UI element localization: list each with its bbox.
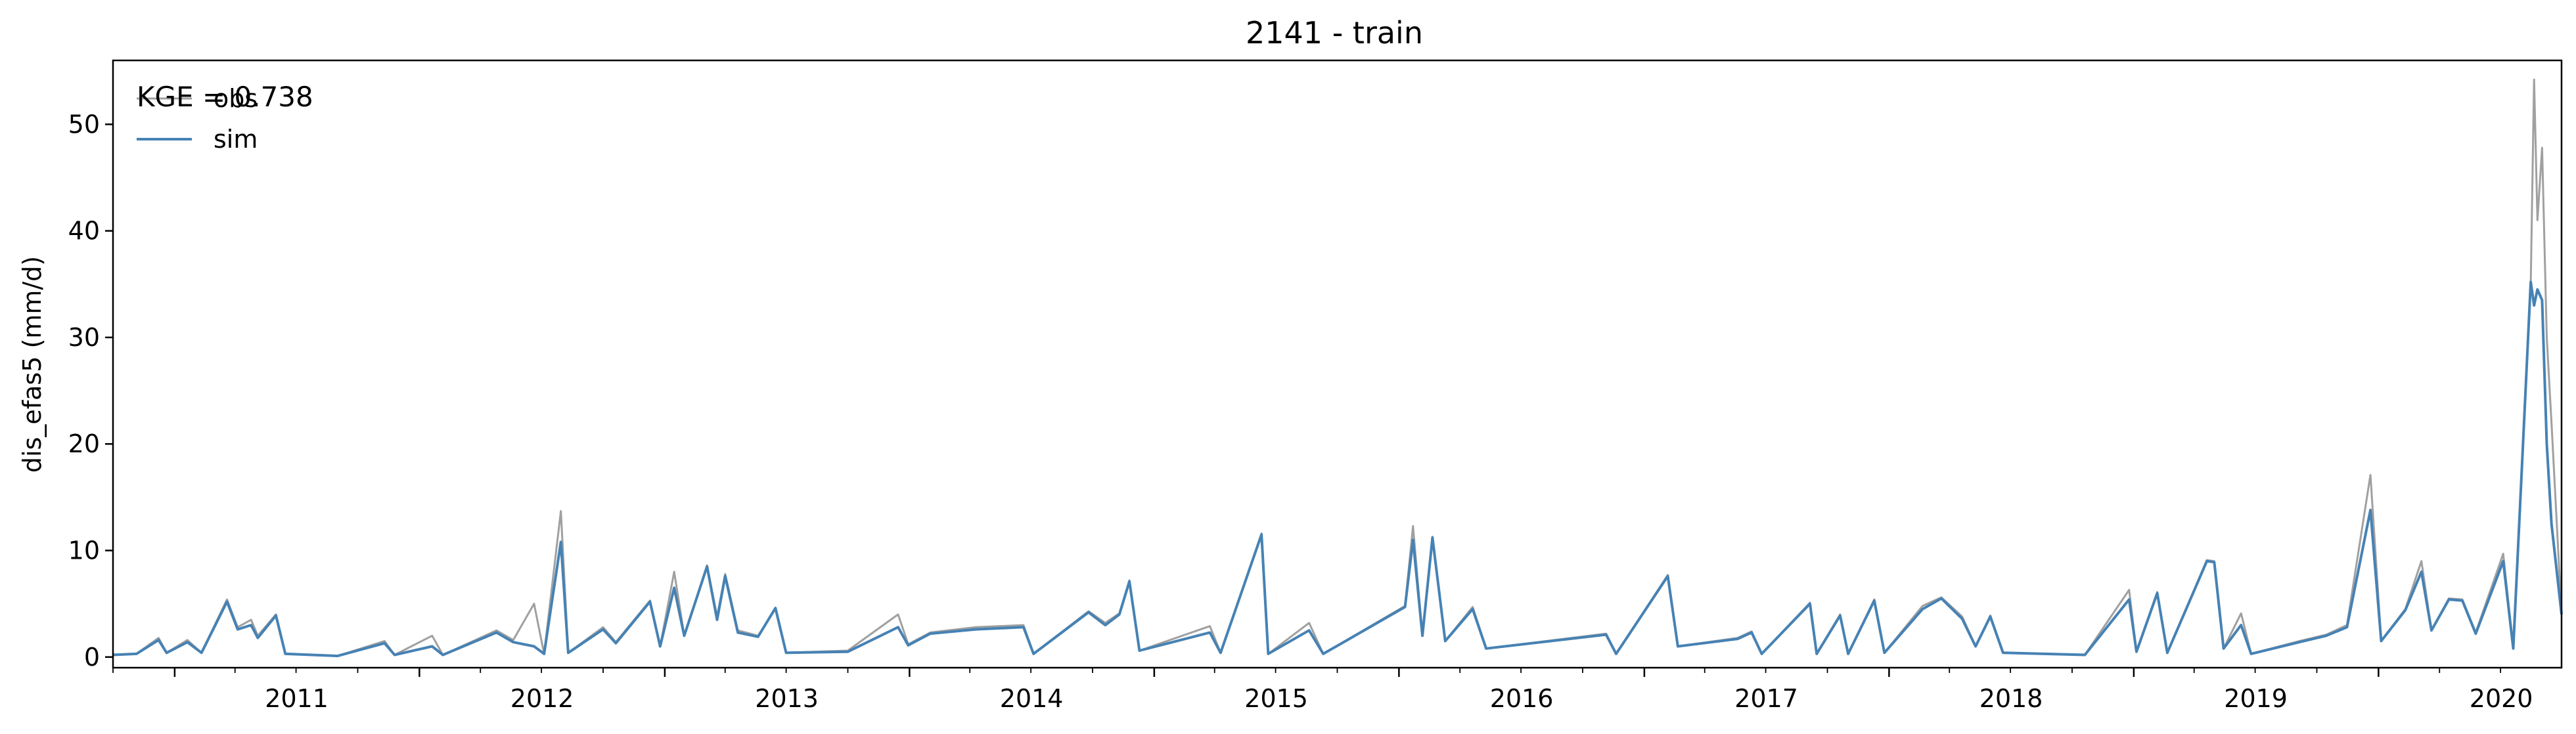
x-tick-label-2017: 2017 (1734, 684, 1798, 713)
y-tick-label-30: 30 (68, 323, 100, 352)
x-tick-label-2020: 2020 (2470, 684, 2533, 713)
x-tick-label-2018: 2018 (1979, 684, 2043, 713)
y-tick-label-50: 50 (68, 110, 100, 139)
axes: 0 10 20 30 40 50 2011 2012 2013 2014 2015 2016 2017 2… (68, 59, 2563, 713)
y-tick-label-20: 20 (68, 429, 100, 458)
x-tick-label-2015: 2015 (1244, 684, 1308, 713)
x-tick-label-2011: 2011 (265, 684, 328, 713)
y-tick-label-10: 10 (68, 536, 100, 565)
legend: obs sim (137, 84, 258, 154)
chart-title: 2141 - train (1246, 15, 1423, 51)
series-line-sim (112, 280, 2563, 658)
x-tick-label-2014: 2014 (1000, 684, 1064, 713)
x-tick-label-2013: 2013 (755, 684, 819, 713)
x-tick-label-2019: 2019 (2224, 684, 2288, 713)
kge-annotation: KGE = 0.738 (137, 81, 313, 113)
y-tick-label-40: 40 (68, 217, 100, 246)
legend-label-sim: sim (214, 125, 258, 154)
x-tick-label-2012: 2012 (510, 684, 574, 713)
legend-label-obs: obs (214, 84, 258, 113)
y-axis-label: dis_efas5 (mm/d) (18, 256, 47, 473)
series-layer (112, 78, 2563, 658)
y-tick-label-0: 0 (84, 643, 100, 672)
x-tick-label-2016: 2016 (1490, 684, 1554, 713)
